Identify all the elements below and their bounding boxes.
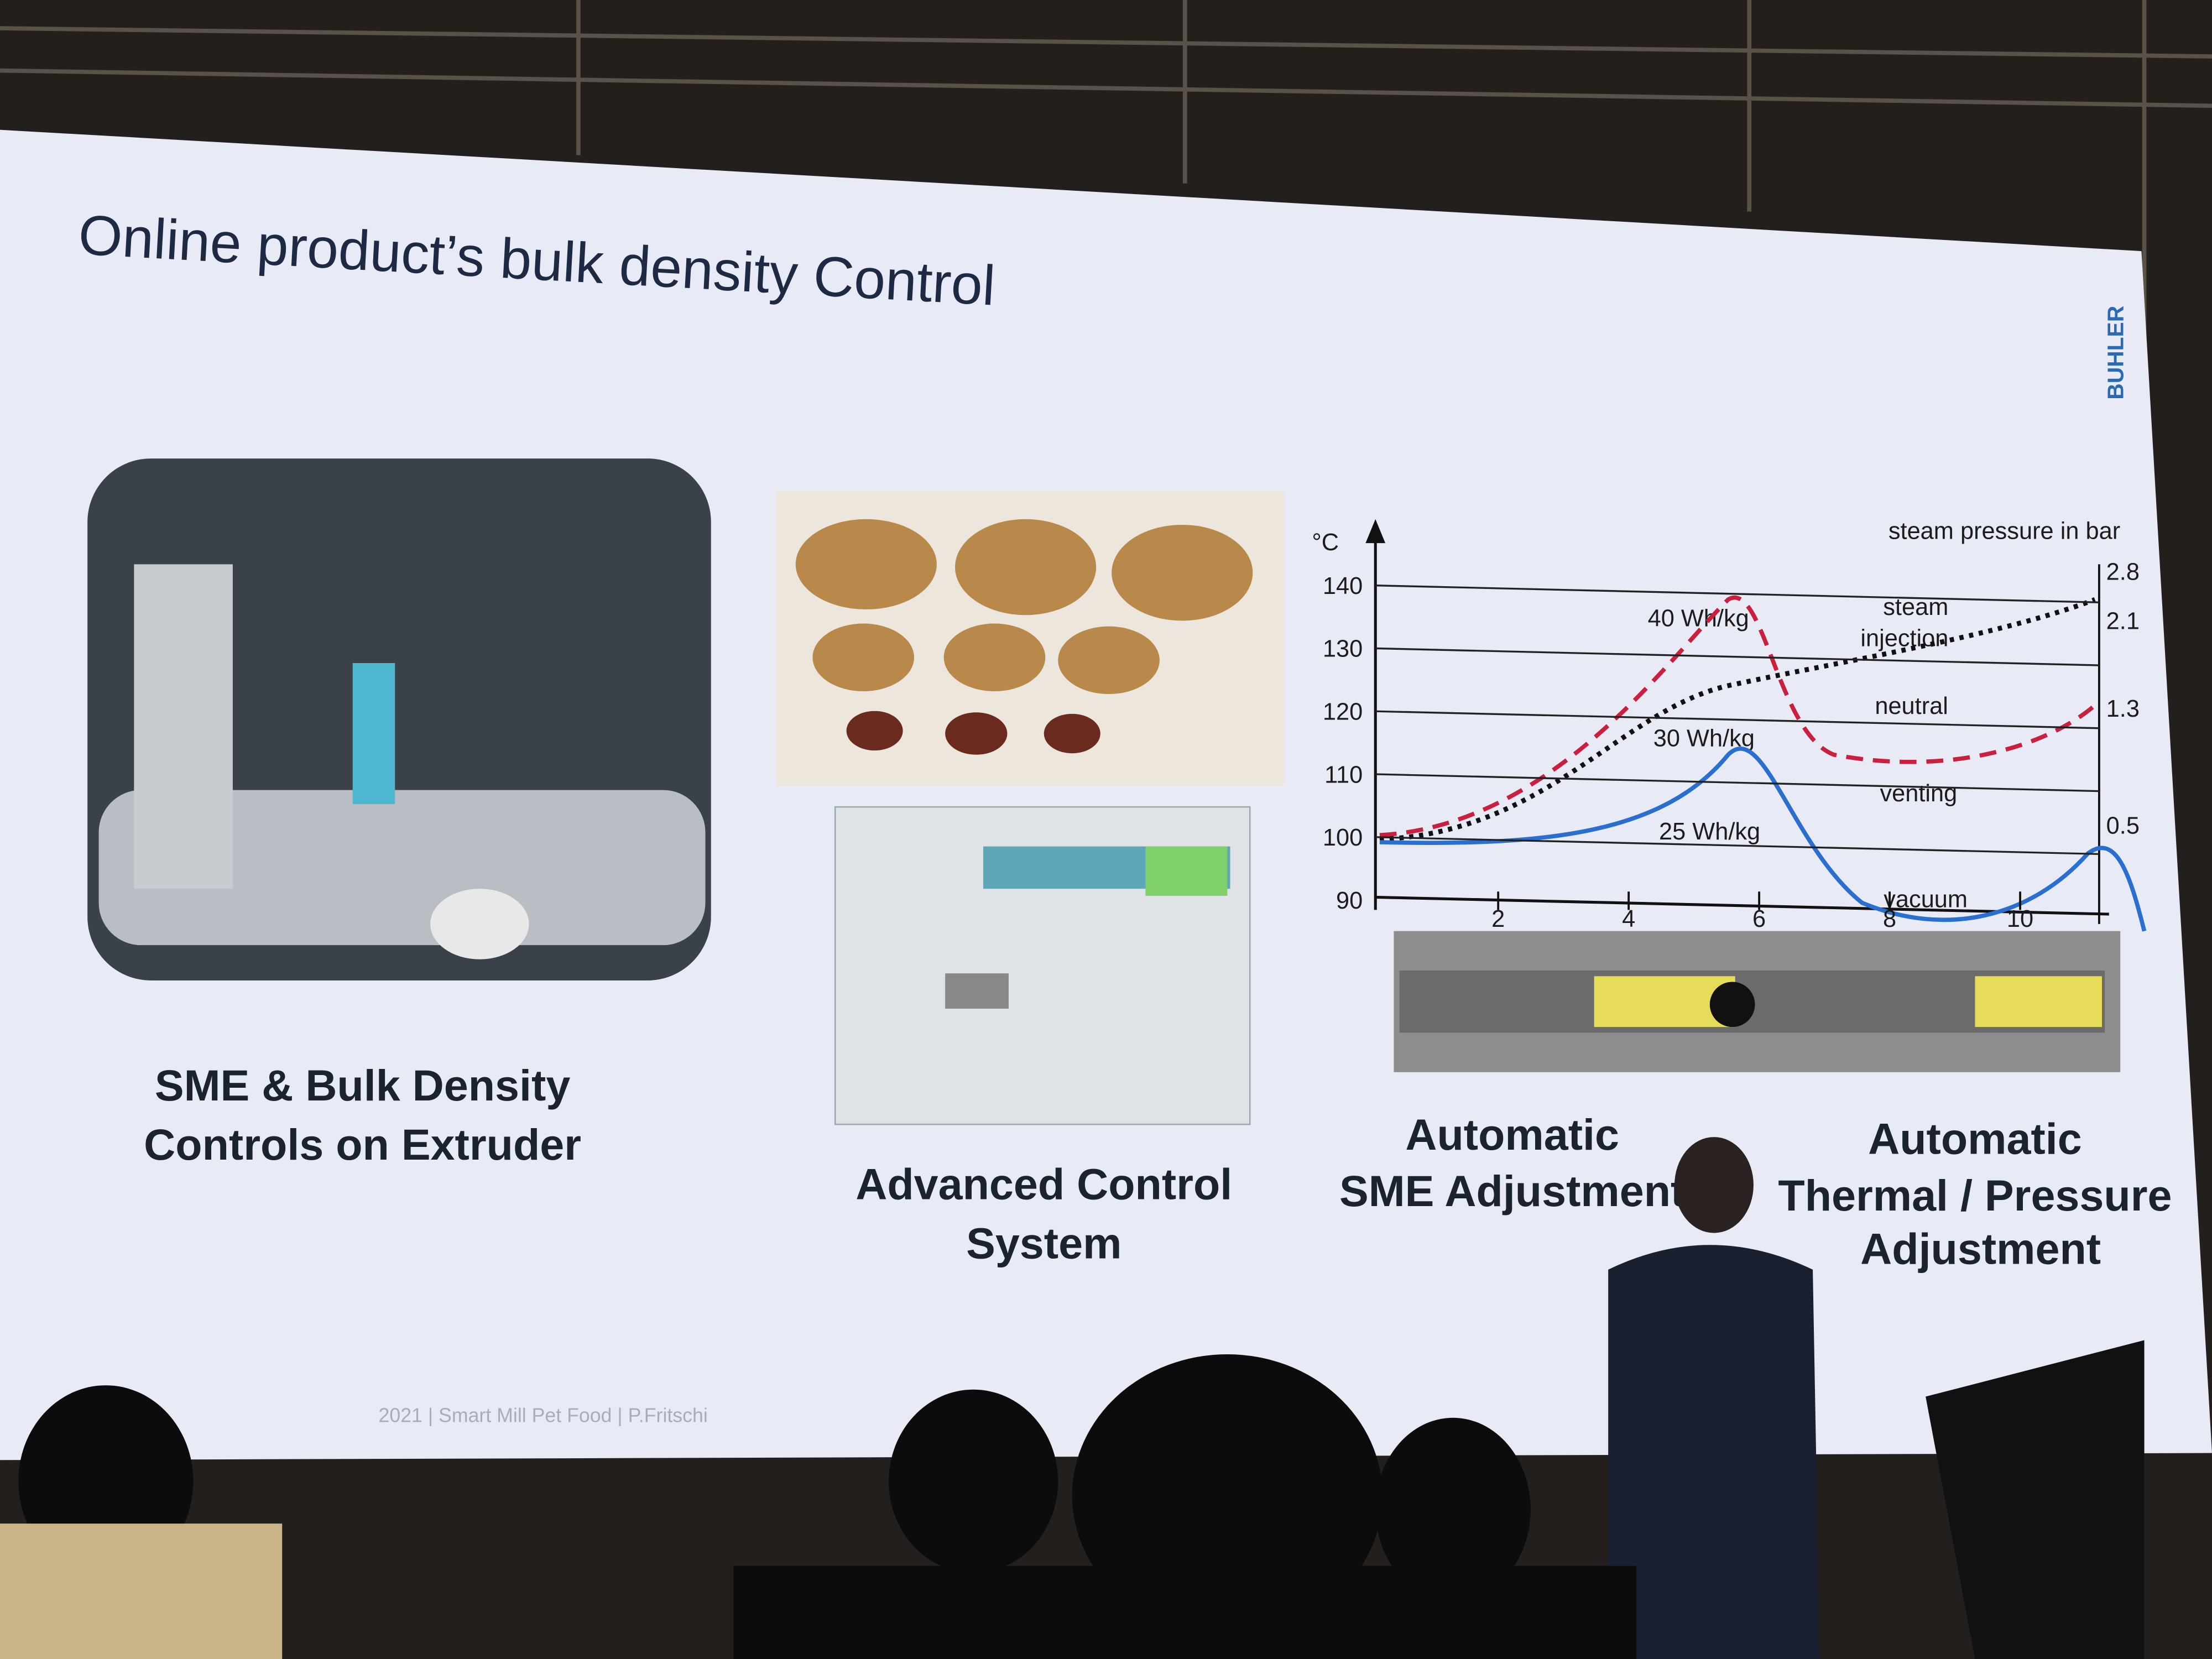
caption: Automatic [1405,1110,1619,1159]
x-tick-label: 8 [1883,906,1896,932]
x-tick-label: 2 [1491,906,1505,932]
y-tick-label: 100 [1323,825,1363,851]
podium [1926,1340,2145,1659]
footer: 2021 | Smart Mill Pet Food | P.Fritschi [378,1404,707,1426]
y-tick-label: 130 [1323,636,1363,662]
caption: Advanced Control [855,1159,1232,1208]
extruder-barrel [98,790,706,946]
machine-part [352,662,395,805]
y-tick-label: 110 [1324,761,1363,788]
zone-label: injection [1860,625,1948,651]
melt-zone [1975,976,2103,1027]
caption: SME Adjustment [1339,1166,1685,1215]
valve [1709,982,1755,1027]
caption: Adjustment [1860,1224,2101,1274]
machine-part [134,564,233,889]
logo: BUHLER [2103,306,2128,400]
small-kibbles [846,711,1100,755]
caption: Automatic [1868,1114,2082,1164]
grid-line [1375,647,2099,666]
presenter [1608,1137,1820,1659]
captions: SME & Bulk Density Controls on Extruder … [144,1061,2172,1274]
pressure-label: 1.3 [2106,696,2140,722]
caption: Thermal / Pressure [1778,1171,2172,1220]
grid-line [1375,773,2099,792]
pressure-label: 2.1 [2106,608,2140,635]
x-tick-label: 4 [1622,906,1635,932]
x-tick-label: 10 [2007,906,2033,932]
screen-part [945,973,1009,1009]
curve-40 [1379,596,2096,838]
curve-label: 25 Wh/kg [1659,818,1760,845]
caption: SME & Bulk Density [155,1061,570,1110]
pressure-label: 0.5 [2106,813,2140,839]
machine-part [430,889,529,959]
temperature-chart: °C steam pressure in bar steam injection… [1312,518,2147,1072]
kibbles [795,519,1253,695]
curve-label: 40 Wh/kg [1648,606,1749,632]
axis-arrow [1365,519,1386,544]
zone-label: venting [1880,780,1957,807]
caption: Controls on Extruder [144,1120,581,1169]
pressure-label: 2.8 [2106,559,2140,585]
audience [0,1354,1637,1659]
y-tick-label: 90 [1336,888,1363,914]
y-tick-label: 140 [1323,573,1363,599]
curve-30 [1379,597,2096,842]
caption: System [966,1219,1121,1268]
x-tick-label: 6 [1752,906,1766,932]
grid-line [1375,710,2099,729]
curve-25 [1379,747,2147,932]
grid-line [1375,836,2099,855]
zone-label: vacuum [1884,886,1968,912]
screen-panel [1145,846,1228,896]
y-tick-label: 120 [1323,699,1363,726]
right-axis-title: steam pressure in bar [1888,518,2120,544]
grid-line [1375,585,2099,603]
zone-label: neutral [1875,693,1948,719]
y-unit: °C [1312,529,1339,556]
